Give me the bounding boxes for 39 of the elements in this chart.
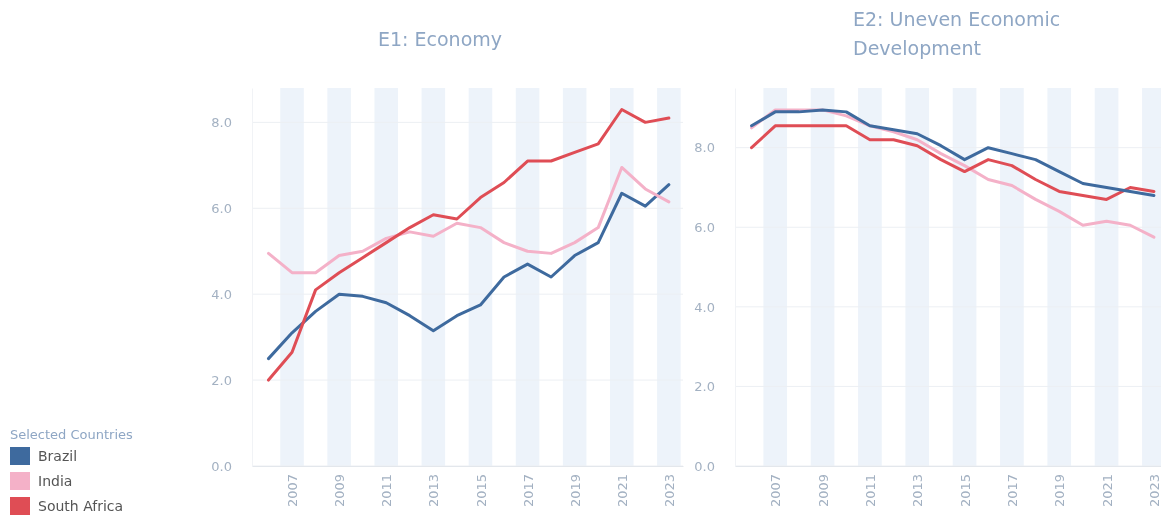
x-tick-label: 2007	[285, 474, 301, 508]
x-tick-label: 2011	[379, 474, 395, 508]
y-tick-label: 0.0	[694, 458, 715, 474]
line-series	[266, 165, 671, 275]
x-tick-label: 2013	[910, 474, 926, 508]
chart-title: E2: Uneven Economic Development	[853, 8, 1061, 59]
y-tick-label: 4.0	[211, 286, 232, 302]
y-tick-label: 6.0	[694, 219, 715, 235]
x-tick-label: 2017	[520, 474, 536, 508]
x-tick-label: 2019	[567, 474, 583, 508]
x-tick-label: 2015	[957, 474, 973, 508]
legend-label: Brazil	[38, 448, 78, 464]
x-tick-label: 2009	[332, 474, 348, 508]
x-tick-label: 2011	[862, 474, 878, 508]
y-tick-label: 2.0	[211, 372, 232, 388]
x-tick-label: 2023	[661, 474, 677, 508]
x-tick-label: 2019	[1052, 474, 1068, 508]
chart-title: E1: Economy	[377, 28, 503, 50]
x-tick-label: 2023	[1146, 474, 1161, 508]
y-tick-label: 2.0	[694, 379, 715, 395]
y-tick-label: 4.0	[694, 299, 715, 315]
x-tick-label: 2015	[473, 474, 489, 508]
legend-label: India	[38, 473, 73, 489]
line-series	[750, 108, 1156, 197]
x-tick-label: 2017	[1004, 474, 1020, 508]
line-series	[750, 124, 1156, 201]
y-tick-label: 0.0	[211, 458, 232, 474]
x-tick-label: 2009	[815, 474, 831, 508]
y-tick-label: 8.0	[211, 115, 232, 131]
legend-title: Selected Countries	[10, 427, 134, 442]
x-tick-label: 2021	[1099, 474, 1115, 508]
x-tick-label: 2007	[768, 474, 784, 508]
y-tick-label: 6.0	[211, 200, 232, 216]
line-series	[266, 107, 671, 382]
line-series	[266, 183, 671, 361]
x-tick-label: 2013	[426, 474, 442, 508]
y-tick-label: 8.0	[694, 140, 715, 156]
x-tick-label: 2021	[614, 474, 630, 508]
legend-label: South Africa	[38, 498, 124, 514]
